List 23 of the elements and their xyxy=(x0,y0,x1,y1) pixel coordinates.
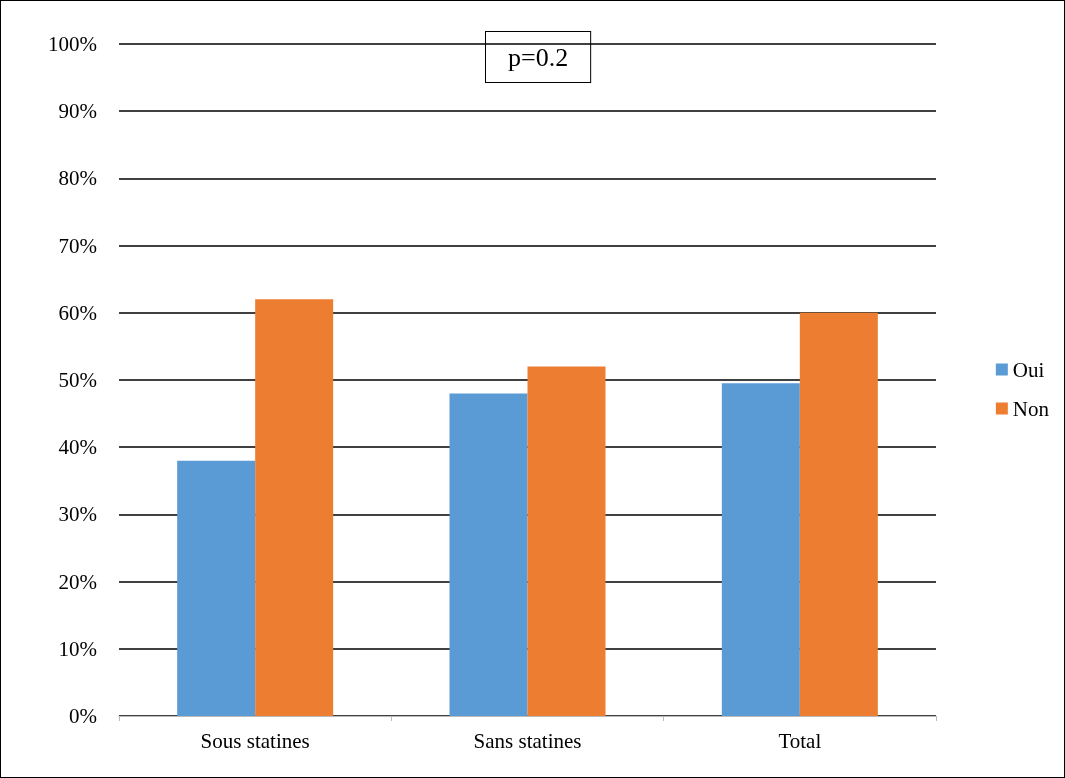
y-tick-label: 60% xyxy=(58,300,97,325)
bar xyxy=(255,299,334,716)
x-tick-label: Total xyxy=(778,728,822,753)
y-tick-label: 20% xyxy=(58,569,97,594)
x-tick-label: Sans statines xyxy=(473,728,582,753)
y-tick-label: 100% xyxy=(48,32,97,56)
annotation: p=0.2 xyxy=(508,42,569,72)
y-tick-label: 10% xyxy=(58,636,97,661)
y-tick-label: 70% xyxy=(58,233,97,258)
y-tick-label: 30% xyxy=(58,502,97,527)
y-tick-label: 50% xyxy=(58,368,97,392)
y-tick-label: 80% xyxy=(58,166,97,191)
bar xyxy=(799,312,878,716)
legend-label: Oui xyxy=(1012,357,1045,382)
bar xyxy=(449,393,528,716)
bar xyxy=(527,366,606,716)
legend-label: Non xyxy=(1012,396,1050,421)
y-tick-label: 40% xyxy=(58,435,97,460)
y-tick-label: 90% xyxy=(58,99,97,124)
x-tick-label: Sous statines xyxy=(200,728,310,753)
bar xyxy=(177,460,256,716)
y-tick-label: 0% xyxy=(69,704,97,728)
bar xyxy=(721,383,800,716)
